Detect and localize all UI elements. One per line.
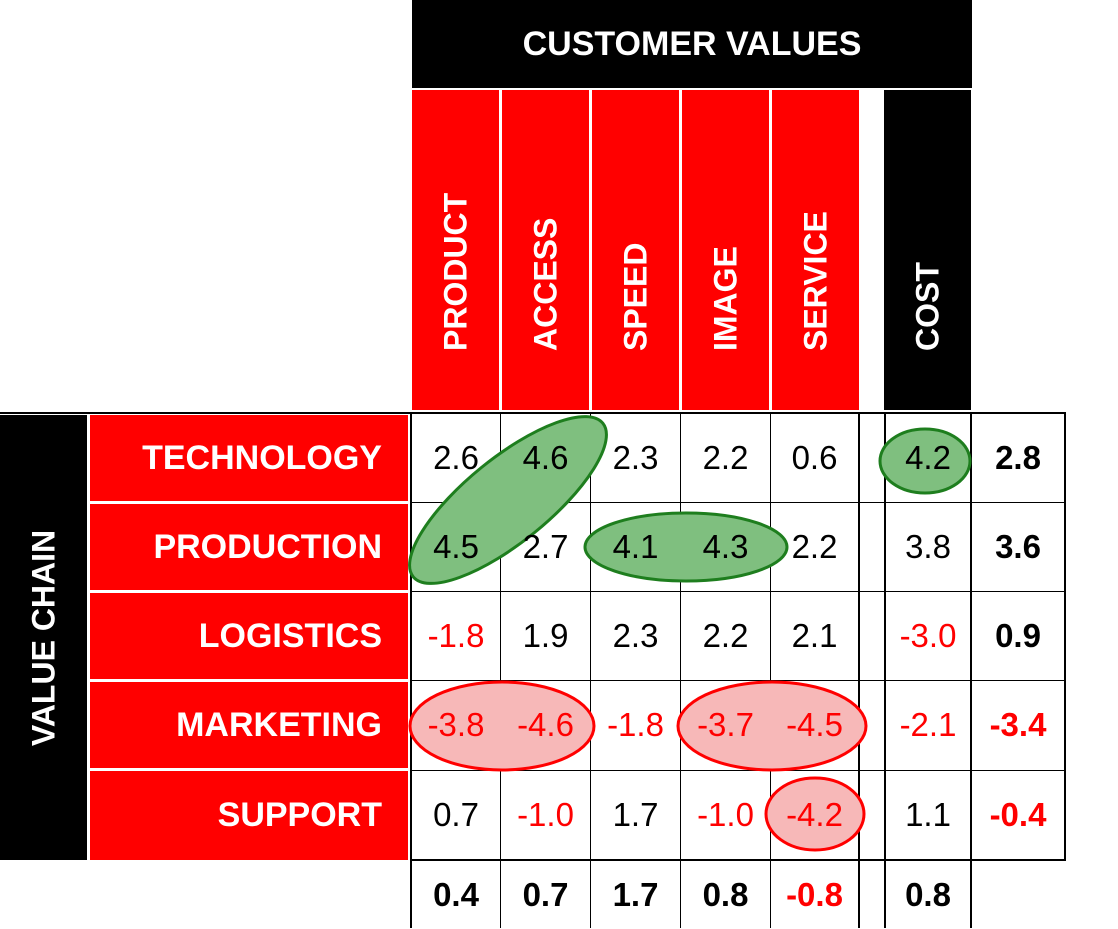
total-speed: 1.7 xyxy=(612,876,659,913)
total-service: -0.8 xyxy=(786,876,843,913)
cell-technology-cost: 4.2 xyxy=(905,439,951,476)
value-chain-text: VALUE CHAIN xyxy=(25,529,61,746)
cell-production-access: 2.7 xyxy=(522,528,569,565)
grid-line xyxy=(410,412,412,928)
column-header-product: PRODUCT xyxy=(412,90,499,410)
column-header-label: COST xyxy=(909,262,945,351)
row-header-label: SUPPORT xyxy=(217,796,382,834)
cell-support-image: -1.0 xyxy=(697,796,754,833)
cell-support-product: 0.7 xyxy=(433,796,479,833)
cell-support-cost: 1.1 xyxy=(905,796,951,833)
value-chain-label: VALUE CHAIN xyxy=(0,415,87,860)
cell-marketing-image: -3.7 xyxy=(697,706,754,743)
column-header-label: IMAGE xyxy=(707,246,743,351)
grid-line xyxy=(1064,412,1066,861)
cell-support-access: -1.0 xyxy=(517,796,574,833)
cell-production-service: 2.2 xyxy=(791,528,838,565)
grid-line xyxy=(770,412,771,928)
grid-line xyxy=(412,591,1066,592)
row-header-support: SUPPORT xyxy=(90,771,408,860)
cell-logistics-speed: 2.3 xyxy=(612,617,659,654)
row-header-label: MARKETING xyxy=(176,705,382,744)
total-product: 0.4 xyxy=(433,876,479,913)
row-header-marketing: MARKETING xyxy=(90,682,408,768)
cell-technology-speed: 2.3 xyxy=(612,439,659,476)
customer-values-title: CUSTOMER VALUES xyxy=(522,24,862,63)
row-header-logistics: LOGISTICS xyxy=(90,593,408,679)
cell-marketing-total: -3.4 xyxy=(989,706,1047,743)
row-header-label: LOGISTICS xyxy=(198,616,382,655)
grid-line xyxy=(884,412,886,928)
cell-marketing-speed: -1.8 xyxy=(607,706,664,743)
cell-logistics-service: 2.1 xyxy=(791,617,838,654)
row-header-label: TECHNOLOGY xyxy=(142,438,382,477)
cell-production-speed: 4.1 xyxy=(612,528,659,565)
cell-technology-access: 4.6 xyxy=(522,439,569,476)
customer-values-header: CUSTOMER VALUES xyxy=(412,0,972,88)
grid-line xyxy=(412,502,1066,503)
cell-marketing-service: -4.5 xyxy=(786,706,843,743)
column-header-label: SERVICE xyxy=(797,211,833,351)
cell-support-total: -0.4 xyxy=(989,796,1047,833)
grid-line xyxy=(590,412,591,928)
grid-line xyxy=(858,412,860,928)
grid-line xyxy=(0,412,1066,414)
column-header-label: PRODUCT xyxy=(437,192,473,351)
cell-technology-product: 2.6 xyxy=(433,439,479,476)
cell-marketing-access: -4.6 xyxy=(517,706,574,743)
row-header-technology: TECHNOLOGY xyxy=(90,415,408,501)
cell-production-total: 3.6 xyxy=(995,528,1041,565)
grid-line xyxy=(412,859,1066,861)
total-access: 0.7 xyxy=(522,876,569,913)
cell-technology-total: 2.8 xyxy=(995,439,1041,476)
cell-logistics-access: 1.9 xyxy=(522,617,569,654)
column-header-access: ACCESS xyxy=(502,90,589,410)
cell-technology-image: 2.2 xyxy=(702,439,749,476)
cell-production-cost: 3.8 xyxy=(905,528,951,565)
cell-support-service: -4.2 xyxy=(786,796,843,833)
grid-line xyxy=(970,412,972,928)
total-cost: 0.8 xyxy=(905,876,951,913)
column-header-speed: SPEED xyxy=(592,90,679,410)
cell-production-product: 4.5 xyxy=(433,528,479,565)
cell-logistics-image: 2.2 xyxy=(702,617,749,654)
column-header-image: IMAGE xyxy=(682,90,769,410)
cell-support-speed: 1.7 xyxy=(612,796,659,833)
cell-production-image: 4.3 xyxy=(702,528,749,565)
grid-line xyxy=(500,412,501,928)
cell-marketing-cost: -2.1 xyxy=(899,706,957,743)
column-header-cost: COST xyxy=(884,90,971,410)
grid-line xyxy=(412,680,1066,681)
cell-marketing-product: -3.8 xyxy=(427,706,485,743)
column-header-label: ACCESS xyxy=(527,217,563,351)
total-image: 0.8 xyxy=(702,876,749,913)
cell-logistics-cost: -3.0 xyxy=(899,617,957,654)
cell-logistics-total: 0.9 xyxy=(995,617,1041,654)
cell-technology-service: 0.6 xyxy=(791,439,838,476)
cell-logistics-product: -1.8 xyxy=(427,617,485,654)
column-header-label: SPEED xyxy=(617,242,653,351)
row-header-label: PRODUCTION xyxy=(153,527,382,566)
row-header-production: PRODUCTION xyxy=(90,504,408,590)
grid-line xyxy=(680,412,681,928)
column-header-service: SERVICE xyxy=(772,90,859,410)
